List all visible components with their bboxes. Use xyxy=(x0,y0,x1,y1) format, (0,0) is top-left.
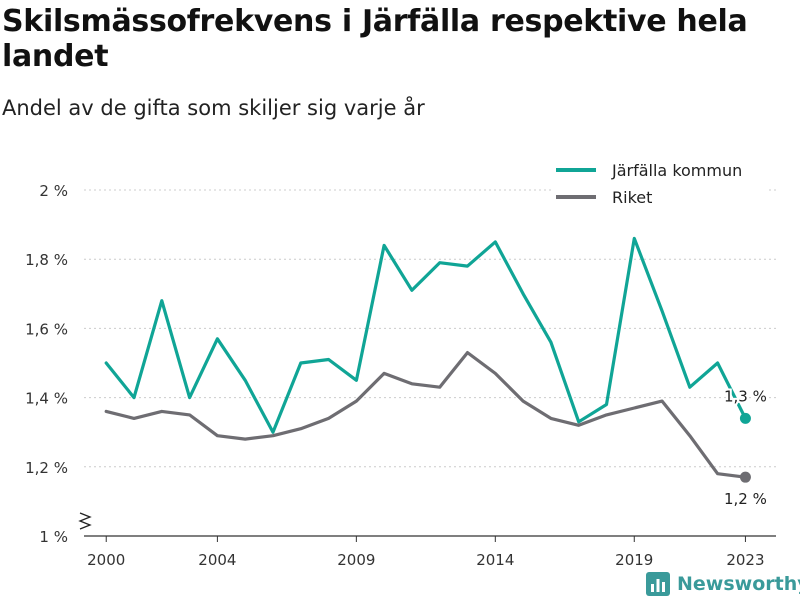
end-labels: 1,3 % 1,2 % xyxy=(722,385,769,510)
y-tick-label: 1,4 % xyxy=(25,390,68,408)
x-tick-label: 2009 xyxy=(337,551,375,569)
y-tick-label: 1,8 % xyxy=(25,251,68,269)
x-tick-label: 2000 xyxy=(87,551,125,569)
x-tick-label: 2023 xyxy=(726,551,764,569)
x-tick-label: 2004 xyxy=(198,551,236,569)
series-line xyxy=(104,236,748,434)
chart-title: Skilsmässofrekvens i Järfälla respektive… xyxy=(2,4,748,74)
series-lines xyxy=(104,236,751,483)
gridlines xyxy=(84,189,776,468)
chart-subtitle: Andel av de gifta som skiljer sig varje … xyxy=(2,96,425,120)
brand-logo: Newsworthy xyxy=(645,569,800,599)
y-tick-label: 1 % xyxy=(39,528,68,546)
legend: Järfälla kommun Riket xyxy=(551,157,769,213)
legend-label: Riket xyxy=(612,188,652,207)
x-tick-label: 2014 xyxy=(476,551,514,569)
y-tick-label: 2 % xyxy=(39,182,68,200)
bar-chart-icon xyxy=(646,572,670,596)
legend-box xyxy=(551,157,769,213)
brand-name: Newsworthy xyxy=(677,573,800,595)
end-label: 1,2 % xyxy=(724,490,767,508)
x-tick-label: 2019 xyxy=(615,551,653,569)
y-tick-label: 1,2 % xyxy=(25,459,68,477)
series-line xyxy=(104,351,748,479)
end-point xyxy=(739,412,751,424)
y-tick-label: 1,6 % xyxy=(25,320,68,338)
axis-break-icon xyxy=(78,512,92,530)
end-label: 1,3 % xyxy=(724,387,767,405)
axes: 1 % 1,2 % 1,4 % 1,6 % 1,8 % 2 % 2000 2004 2009 20… xyxy=(25,182,776,569)
end-point xyxy=(739,471,751,483)
legend-label: Järfälla kommun xyxy=(611,161,742,180)
